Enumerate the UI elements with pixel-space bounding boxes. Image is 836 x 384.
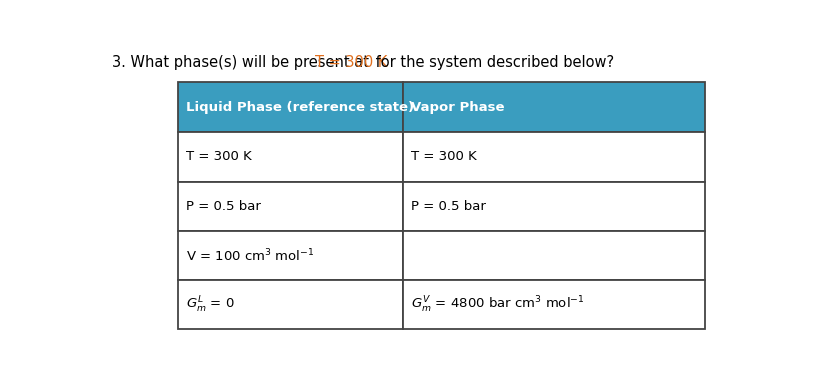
Text: $G_m^V$ = 4800 bar cm$^3$ mol$^{-1}$: $G_m^V$ = 4800 bar cm$^3$ mol$^{-1}$ [410,295,584,315]
Bar [402,132,705,182]
Text: 3. What phase(s) will be present at: 3. What phase(s) will be present at [112,55,374,70]
Bar [178,231,402,280]
Text: P = 0.5 bar: P = 0.5 bar [410,200,485,213]
Bar [178,82,402,132]
Bar [402,82,705,132]
Text: $G_m^L$ = 0: $G_m^L$ = 0 [186,295,234,315]
Text: Vapor Phase: Vapor Phase [410,101,503,114]
Text: for the system described below?: for the system described below? [371,55,614,70]
Text: V = 100 cm$^3$ mol$^{-1}$: V = 100 cm$^3$ mol$^{-1}$ [186,247,314,264]
Bar [402,182,705,231]
Bar [178,182,402,231]
Text: T = 300 K: T = 300 K [410,151,476,164]
Bar [402,231,705,280]
Text: T = 300 K: T = 300 K [315,55,387,70]
Bar [402,280,705,329]
Text: P = 0.5 bar: P = 0.5 bar [186,200,261,213]
Bar [178,280,402,329]
Text: T = 300 K: T = 300 K [186,151,252,164]
Text: Liquid Phase (reference state): Liquid Phase (reference state) [186,101,414,114]
Bar [178,132,402,182]
